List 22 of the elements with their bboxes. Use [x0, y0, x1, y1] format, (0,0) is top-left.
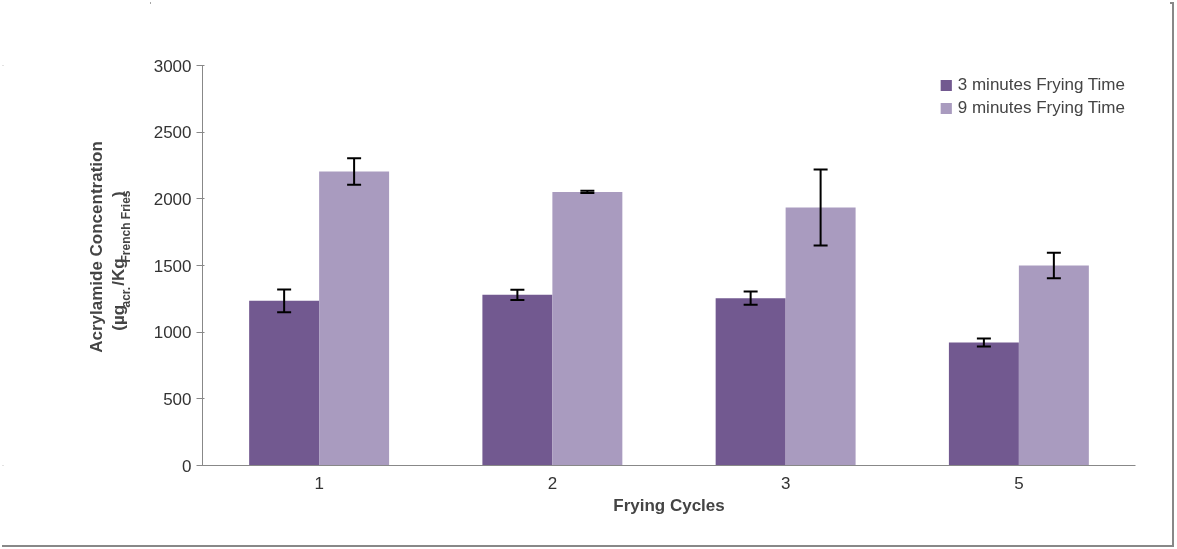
x-axis-title: Frying Cycles: [613, 495, 725, 515]
y-tick-label: 0: [182, 456, 192, 476]
bar: [552, 191, 623, 466]
x-tick-label: 3: [780, 473, 791, 493]
bar: [249, 300, 320, 466]
bar: [482, 294, 553, 466]
y-tick-label: 3000: [153, 56, 192, 76]
legend-label: 9 minutes Frying Time: [957, 98, 1125, 118]
x-tick-label: 5: [1014, 473, 1024, 493]
x-tick-label: 1: [314, 473, 324, 493]
bar: [319, 171, 390, 466]
y-tick-label: 2500: [153, 123, 192, 143]
x-tick-label: 2: [547, 473, 558, 493]
legend-label: 3 minutes Frying Time: [957, 75, 1125, 95]
bar: [785, 207, 856, 466]
bar: [715, 298, 786, 466]
bar: [1018, 265, 1089, 466]
bar: [948, 342, 1019, 466]
y-tick-label: 1500: [153, 256, 192, 276]
y-tick-label: 500: [163, 389, 192, 409]
y-tick-label: 2000: [153, 189, 192, 209]
y-tick-label: 1000: [153, 323, 192, 343]
